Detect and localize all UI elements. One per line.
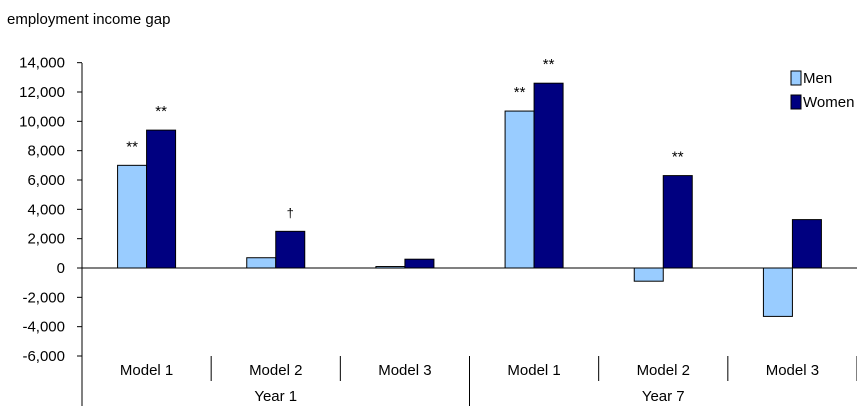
bar-men xyxy=(633,267,664,282)
x-axis: Model 1 Model 2 Model 3 Model 1 Model 2 Model… xyxy=(81,356,857,406)
x-group-label: Year 7 xyxy=(642,388,685,405)
y-tick-label: 10,000 xyxy=(19,113,65,130)
x-category-label: Model 2 xyxy=(249,362,302,379)
y-tick-label: -4,000 xyxy=(22,319,65,336)
x-group-label: Year 1 xyxy=(254,388,297,405)
legend: Men Women xyxy=(790,70,854,111)
y-tick-label: 4,000 xyxy=(27,201,65,218)
bars: ** ** † ** ** ** xyxy=(117,56,822,317)
x-category-label: Model 1 xyxy=(120,362,173,379)
bar-men xyxy=(117,164,148,269)
bar-women xyxy=(533,82,564,269)
bar-women xyxy=(146,129,177,269)
x-category-label: Model 1 xyxy=(507,362,560,379)
legend-label-men: Men xyxy=(803,70,832,87)
y-tick-label: 14,000 xyxy=(19,55,65,72)
legend-swatch-women xyxy=(790,94,802,110)
y-tick-label: -2,000 xyxy=(22,289,65,306)
annotation-women: ** xyxy=(155,103,167,120)
x-category-label: Model 3 xyxy=(766,362,819,379)
annotation-women: ** xyxy=(672,149,684,166)
chart-title: employment income gap xyxy=(7,11,170,28)
y-tick-label: 2,000 xyxy=(27,231,65,248)
bar-women xyxy=(662,175,693,269)
annotation-women: † xyxy=(287,205,294,220)
bar-men xyxy=(246,257,277,269)
y-tick-label: -6,000 xyxy=(22,348,65,365)
annotation-men: ** xyxy=(126,138,138,155)
x-category-label: Model 2 xyxy=(637,362,690,379)
legend-label-women: Women xyxy=(803,94,854,111)
bar-men xyxy=(504,110,535,269)
annotation-women: ** xyxy=(543,56,555,73)
y-tick-label: 12,000 xyxy=(19,84,65,101)
bar-women xyxy=(275,230,306,269)
y-tick-label: 6,000 xyxy=(27,172,65,189)
annotation-men: ** xyxy=(514,84,526,101)
x-category-label: Model 3 xyxy=(378,362,431,379)
bar-men xyxy=(375,266,406,269)
y-tick-label: 8,000 xyxy=(27,143,65,160)
bar-men xyxy=(762,267,793,317)
legend-swatch-men xyxy=(790,70,802,86)
y-tick-label: 0 xyxy=(57,260,65,277)
bar-women xyxy=(791,219,822,269)
bar-women xyxy=(404,258,435,269)
y-axis: 14,000 12,000 10,000 8,000 6,000 4,000 2,000 0 -… xyxy=(19,55,857,365)
